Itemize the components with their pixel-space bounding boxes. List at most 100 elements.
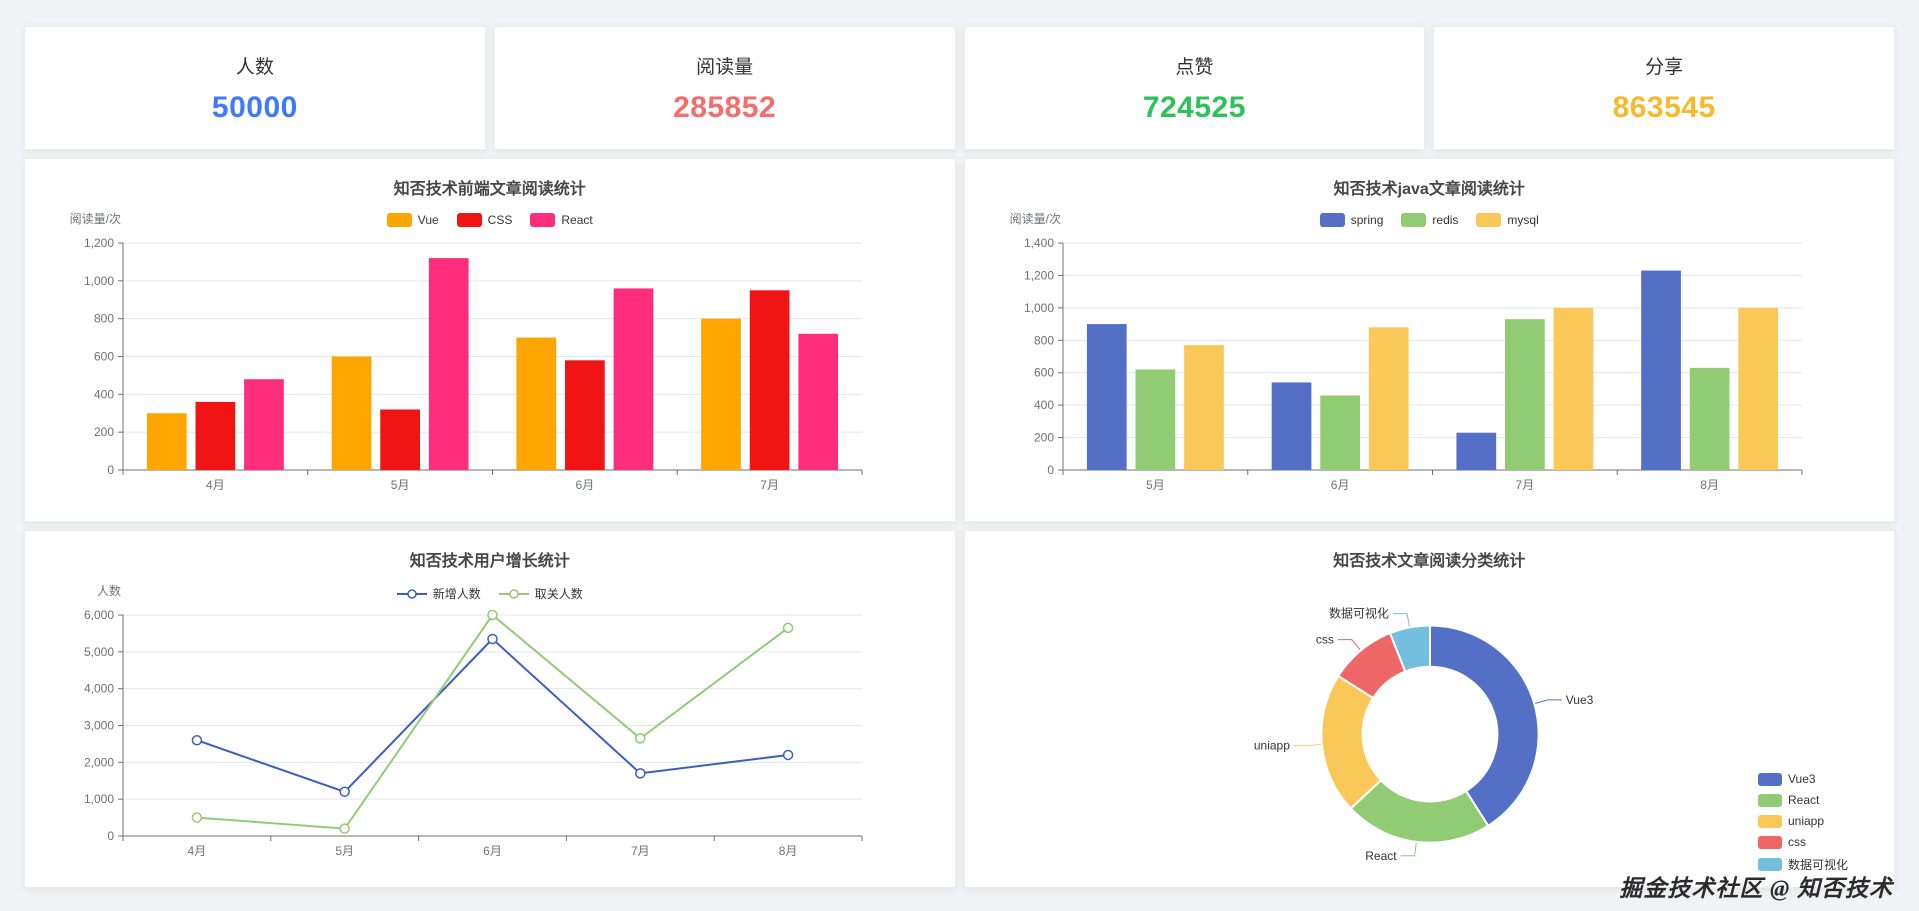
legend-growth: 新增人数 取关人数 (25, 585, 955, 602)
legend-label: 新增人数 (432, 587, 481, 601)
bar-chart-frontend-reads[interactable]: 阅读量/次 0 200 400 600 800 1,000 1,200 4月 5月 6月 7月 (25, 203, 955, 515)
bar-CSS-6月[interactable] (565, 360, 605, 470)
stat-card-likes: 点赞 724525 (963, 26, 1426, 150)
bar-Vue-5月[interactable] (331, 356, 372, 471)
stat-card-reads: 阅读量 285852 (493, 26, 956, 150)
legend-item-Vue[interactable]: Vue (386, 213, 439, 227)
stats-row: 人数 50000 阅读量 285852 点赞 724525 分享 863545 (24, 26, 1895, 150)
bar-CSS-4月[interactable] (195, 401, 236, 470)
legend-label: 数据可视化 (1787, 858, 1848, 872)
bar-redis-7月[interactable] (1504, 319, 1545, 470)
bar-redis-5月[interactable] (1135, 369, 1175, 470)
bar-mysql-6月[interactable] (1368, 327, 1409, 470)
stat-value-people: 50000 (211, 90, 298, 124)
point-取关人数-7月[interactable] (635, 733, 646, 744)
donut-chart-article-categories[interactable]: Vue3 React uniapp css 数据可视化 (965, 575, 1895, 881)
y-tick-label: 1,400 (1023, 236, 1053, 250)
legend-line-marker (498, 587, 529, 601)
x-tick-label: 5月 (335, 844, 354, 858)
legend-item-取关人数[interactable]: 取关人数 (498, 585, 583, 602)
point-新增人数-7月[interactable] (635, 768, 646, 779)
legend-item-新增人数[interactable]: 新增人数 (396, 585, 481, 602)
legend-item-redis[interactable]: redis (1401, 213, 1458, 227)
x-tick-label: 5月 (1146, 478, 1165, 492)
legend-swatch (1401, 213, 1427, 227)
bar-React-7月[interactable] (798, 333, 839, 470)
bar-spring-6月[interactable] (1271, 382, 1311, 470)
bar-mysql-7月[interactable] (1553, 307, 1593, 470)
line-新增人数 (196, 637, 789, 793)
legend-label: redis (1432, 213, 1459, 227)
pie-label-数据可视化: 数据可视化 (1329, 606, 1389, 621)
legend-swatch (456, 213, 482, 227)
line-chart-user-growth[interactable]: 人数 0 1,000 2,000 3,000 4,000 5,000 6,000 4月 5月 6月 7… (25, 575, 955, 881)
point-取关人数-8月[interactable] (782, 622, 794, 634)
watermark: 掘金技术社区 @ 知否技术 (1619, 876, 1893, 901)
chart-panel-user-growth: 知否技术用户增长统计 新增人数 取关人数 人数 0 1,000 2,000 3,000 4,… (24, 530, 956, 888)
stat-label-shares: 分享 (1645, 56, 1684, 78)
legend-item-css[interactable]: css (1757, 835, 1848, 849)
y-tick-label: 600 (1033, 366, 1053, 380)
stat-value-reads: 285852 (673, 90, 777, 124)
bar-spring-5月[interactable] (1086, 324, 1127, 470)
y-tick-label: 1,200 (84, 236, 114, 250)
point-新增人数-6月[interactable] (487, 633, 498, 645)
y-tick-label: 600 (94, 350, 114, 364)
y-tick-label: 800 (94, 312, 114, 326)
legend-item-React[interactable]: React (1757, 793, 1848, 807)
y-tick-label: 1,000 (1023, 301, 1053, 315)
bar-Vue-4月[interactable] (146, 413, 187, 470)
y-axis-name: 阅读量/次 (1009, 212, 1060, 226)
x-tick-label: 6月 (1330, 478, 1349, 492)
y-tick-label: 0 (107, 829, 114, 843)
x-tick-label: 4月 (206, 478, 225, 492)
bar-mysql-8月[interactable] (1737, 307, 1778, 470)
legend-item-mysql[interactable]: mysql (1476, 213, 1539, 227)
bar-spring-7月[interactable] (1455, 432, 1496, 470)
stat-label-likes: 点赞 (1175, 56, 1214, 78)
bar-redis-8月[interactable] (1689, 367, 1729, 470)
x-tick-label: 7月 (760, 478, 779, 492)
y-tick-label: 3,000 (84, 719, 114, 733)
legend-swatch (1757, 835, 1782, 849)
point-新增人数-4月[interactable] (191, 734, 203, 746)
point-取关人数-6月[interactable] (487, 609, 498, 621)
chart-panel-java-reads: 知否技术java文章阅读统计 spring redis mysql 阅读量/次 0 20… (963, 158, 1895, 522)
bar-Vue-6月[interactable] (516, 337, 557, 470)
legend-item-React[interactable]: React (530, 213, 593, 227)
x-tick-label: 5月 (391, 478, 410, 492)
bar-mysql-5月[interactable] (1183, 345, 1224, 470)
stat-label-people: 人数 (235, 56, 274, 78)
bar-spring-8月[interactable] (1640, 270, 1681, 470)
point-取关人数-4月[interactable] (191, 812, 203, 823)
pie-label-Vue3: Vue3 (1565, 693, 1593, 707)
bar-React-6月[interactable] (613, 288, 654, 470)
legend-frontend: Vue CSS React (25, 213, 955, 227)
legend-swatch (1476, 213, 1502, 227)
legend-item-CSS[interactable]: CSS (456, 213, 512, 227)
legend-item-数据可视化[interactable]: 数据可视化 (1757, 856, 1848, 873)
bar-redis-6月[interactable] (1319, 395, 1360, 470)
bar-Vue-7月[interactable] (701, 318, 741, 470)
pie-label-React: React (1365, 849, 1397, 863)
legend-item-spring[interactable]: spring (1319, 213, 1383, 227)
legend-item-uniapp[interactable]: uniapp (1757, 814, 1848, 828)
bar-CSS-5月[interactable] (380, 409, 420, 470)
bar-React-4月[interactable] (244, 379, 284, 470)
legend-swatch (1757, 793, 1782, 807)
point-新增人数-8月[interactable] (782, 749, 794, 761)
point-取关人数-5月[interactable] (339, 823, 350, 834)
legend-item-Vue3[interactable]: Vue3 (1757, 772, 1848, 786)
y-tick-label: 0 (107, 463, 114, 477)
legend-category: Vue3 React uniapp css 数据可视化 (1757, 772, 1848, 873)
bar-chart-java-reads[interactable]: 阅读量/次 0 200 400 600 800 1,000 1,200 1,400 5月 6月 7月 8… (965, 203, 1895, 515)
bar-React-5月[interactable] (428, 258, 469, 470)
legend-label: React (561, 213, 593, 227)
pie-slice-数据可视化[interactable] (1388, 624, 1431, 673)
pie-slice-Vue3[interactable] (1428, 624, 1540, 828)
label-line-数据可视化 (1392, 613, 1410, 627)
point-新增人数-5月[interactable] (339, 786, 350, 798)
bar-CSS-7月[interactable] (749, 290, 790, 470)
stat-value-shares: 863545 (1612, 90, 1716, 124)
